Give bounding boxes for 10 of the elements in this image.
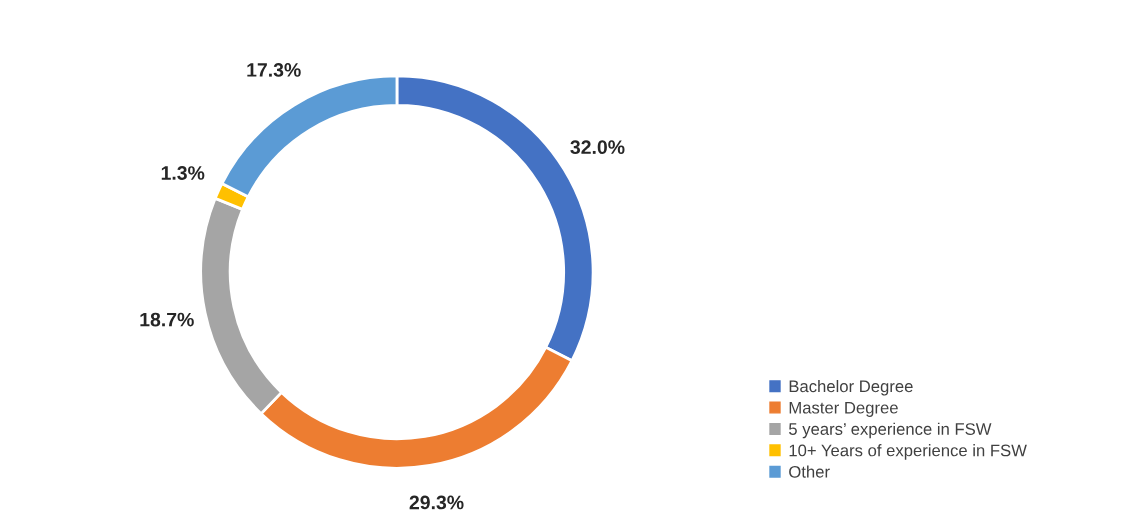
- data-label: 29.3%: [409, 495, 464, 510]
- legend-label: Master Degree: [789, 401, 898, 417]
- data-label: 1.3%: [161, 166, 205, 180]
- data-label: 32.0%: [570, 140, 625, 155]
- legend-label: 5 years’ experience in FSW: [789, 422, 992, 439]
- legend-label: Bachelor Degree: [789, 379, 913, 396]
- legend-label: 10+ Years of experience in FSW: [789, 444, 1027, 460]
- legend-label: Other: [789, 465, 830, 478]
- data-label: 17.3%: [247, 63, 301, 77]
- data-label: 18.7%: [140, 312, 194, 327]
